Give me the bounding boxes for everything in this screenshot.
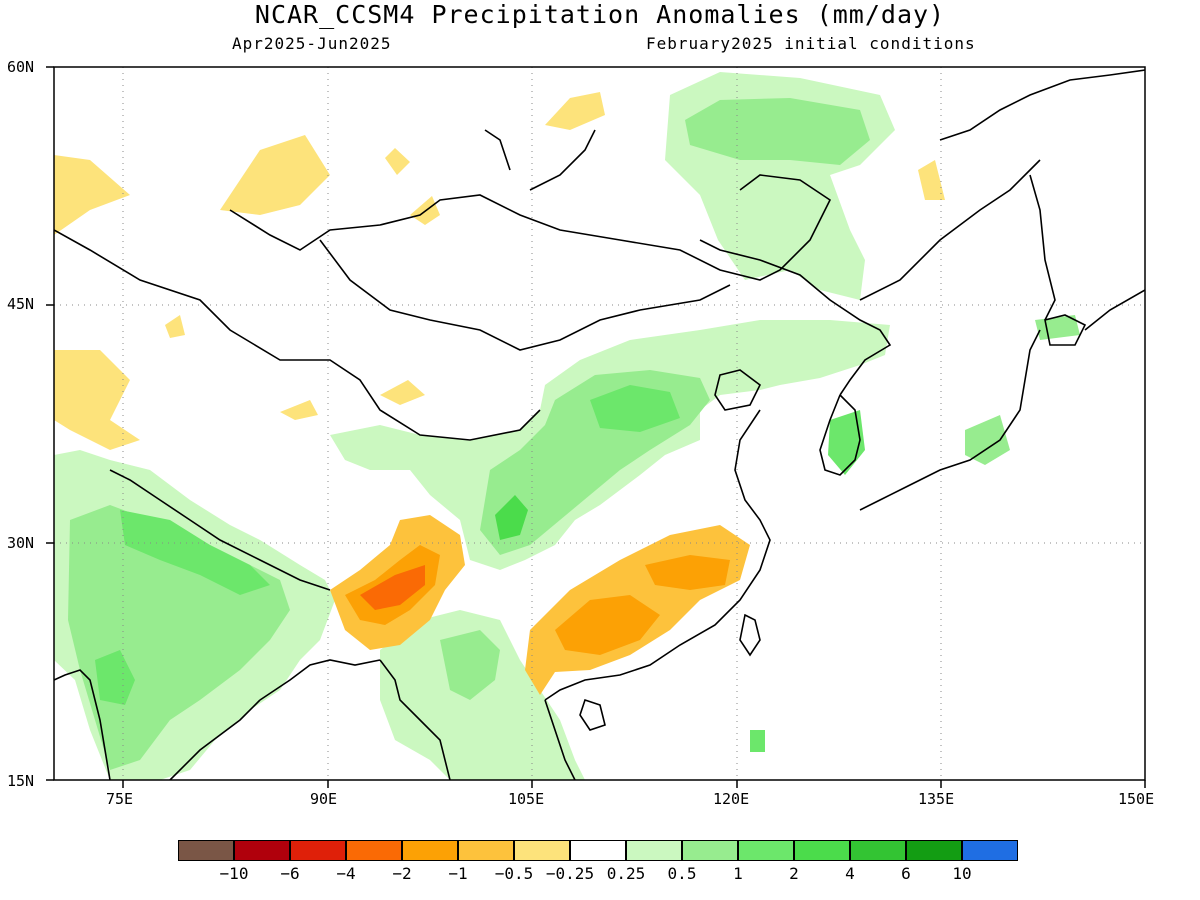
colorbar-label: 10 bbox=[952, 864, 972, 883]
colorbar-swatch bbox=[850, 840, 906, 861]
positive-anomaly-india-south bbox=[95, 650, 135, 705]
period-label: Apr2025-Jun2025 bbox=[232, 34, 392, 53]
negative-anomaly-small-4 bbox=[280, 400, 318, 420]
lon-label-150e: 150E bbox=[1118, 790, 1155, 808]
lat-label-45n: 45N bbox=[7, 295, 35, 313]
negative-anomaly-central-asia bbox=[54, 350, 140, 450]
lat-label-15n: 15N bbox=[7, 772, 35, 790]
lon-label-120e: 120E bbox=[713, 790, 750, 808]
colorbar-swatch bbox=[626, 840, 682, 861]
positive-anomaly-taiwan bbox=[750, 730, 765, 752]
colorbar-label: −2 bbox=[392, 864, 412, 883]
positive-anomaly-sichuan-core bbox=[495, 495, 528, 540]
axis-ticks bbox=[46, 66, 1146, 788]
colorbar-swatch bbox=[290, 840, 346, 861]
lat-label-30n: 30N bbox=[7, 534, 35, 552]
colorbar-swatch bbox=[906, 840, 962, 861]
colorbar-swatch bbox=[402, 840, 458, 861]
colorbar-swatch bbox=[346, 840, 402, 861]
colorbar-label: 0.5 bbox=[667, 864, 697, 883]
initial-conditions-label: February2025 initial conditions bbox=[646, 34, 976, 53]
colorbar-swatch bbox=[962, 840, 1018, 861]
lon-label-135e: 135E bbox=[918, 790, 955, 808]
colorbar-swatch bbox=[514, 840, 570, 861]
lat-label-60n: 60N bbox=[7, 58, 35, 76]
positive-anomaly-japan bbox=[965, 415, 1010, 465]
colorbar-label: −0.25 bbox=[545, 864, 595, 883]
positive-anomaly-north-china-core bbox=[590, 385, 680, 432]
negative-anomaly-southeast-core bbox=[645, 555, 730, 590]
colorbar-label: 2 bbox=[789, 864, 799, 883]
negative-anomaly-okhotsk bbox=[918, 160, 945, 200]
colorbar-label: −10 bbox=[219, 864, 249, 883]
lon-label-105e: 105E bbox=[508, 790, 545, 808]
colorbar-swatch bbox=[738, 840, 794, 861]
colorbar-label: −6 bbox=[280, 864, 300, 883]
lon-label-75e: 75E bbox=[106, 790, 134, 808]
colorbar-swatch bbox=[178, 840, 234, 861]
positive-anomaly-indochina bbox=[380, 610, 585, 780]
coastlines bbox=[54, 69, 1145, 780]
negative-anomaly-small-3 bbox=[380, 380, 425, 405]
colorbar-label: 0.25 bbox=[606, 864, 646, 883]
colorbar-label: 6 bbox=[901, 864, 911, 883]
negative-anomaly-baikal-west bbox=[545, 92, 605, 130]
positive-anomaly-india-core bbox=[120, 510, 270, 595]
map-title: NCAR_CCSM4 Precipitation Anomalies (mm/d… bbox=[254, 0, 946, 29]
colorbar-swatch bbox=[682, 840, 738, 861]
negative-anomaly-small-1 bbox=[385, 148, 410, 175]
anomaly-fields bbox=[54, 72, 1080, 780]
colorbar-swatch bbox=[458, 840, 514, 861]
negative-anomaly-small-5 bbox=[165, 315, 185, 338]
negative-anomaly-south-china-core bbox=[555, 595, 660, 655]
positive-anomaly-hokkaido bbox=[1035, 315, 1080, 340]
colorbar-swatch bbox=[570, 840, 626, 861]
colorbar-label: −1 bbox=[448, 864, 468, 883]
colorbar-label: −4 bbox=[336, 864, 356, 883]
negative-anomaly-himalaya-core bbox=[360, 565, 425, 610]
colorbar-swatch bbox=[234, 840, 290, 861]
colorbar-label: −0.5 bbox=[494, 864, 534, 883]
positive-anomaly-northeast-core bbox=[685, 98, 870, 165]
map-frame bbox=[53, 66, 1146, 781]
negative-anomaly-altai bbox=[220, 135, 330, 215]
negative-anomaly-kazakhstan bbox=[54, 155, 130, 235]
positive-anomaly-indochina-core bbox=[440, 630, 500, 700]
colorbar bbox=[178, 840, 1018, 861]
colorbar-swatch bbox=[794, 840, 850, 861]
colorbar-label: 1 bbox=[733, 864, 743, 883]
lon-label-90e: 90E bbox=[310, 790, 338, 808]
colorbar-label: 4 bbox=[845, 864, 855, 883]
